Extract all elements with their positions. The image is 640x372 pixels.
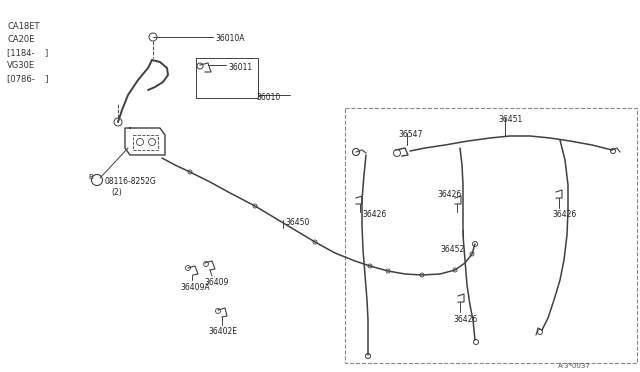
Text: 36010A: 36010A [215, 34, 244, 43]
Text: 36452: 36452 [440, 245, 464, 254]
Text: 36402E: 36402E [208, 327, 237, 336]
Text: VG30E: VG30E [7, 61, 35, 70]
Text: 36409: 36409 [204, 278, 228, 287]
Text: 36010: 36010 [256, 93, 280, 102]
Text: A·3*0037: A·3*0037 [558, 363, 591, 369]
Text: 36426: 36426 [362, 210, 387, 219]
Text: 36011: 36011 [228, 63, 252, 72]
Text: CA18ET: CA18ET [7, 22, 40, 31]
Text: 36426: 36426 [552, 210, 576, 219]
Text: 36426: 36426 [437, 190, 461, 199]
Text: 36426: 36426 [453, 315, 477, 324]
Text: CA20E: CA20E [7, 35, 35, 44]
Text: 36451: 36451 [498, 115, 522, 124]
Text: B: B [88, 174, 93, 180]
Text: 36409A: 36409A [180, 283, 210, 292]
Text: 36547: 36547 [398, 130, 422, 139]
Text: 36450: 36450 [285, 218, 309, 227]
Bar [345, 108, 637, 363]
Text: (2): (2) [111, 188, 122, 197]
Text: [1184-    ]: [1184- ] [7, 48, 48, 57]
Bar [196, 58, 258, 98]
Text: 08116-8252G: 08116-8252G [104, 177, 156, 186]
Text: [0786-    ]: [0786- ] [7, 74, 49, 83]
